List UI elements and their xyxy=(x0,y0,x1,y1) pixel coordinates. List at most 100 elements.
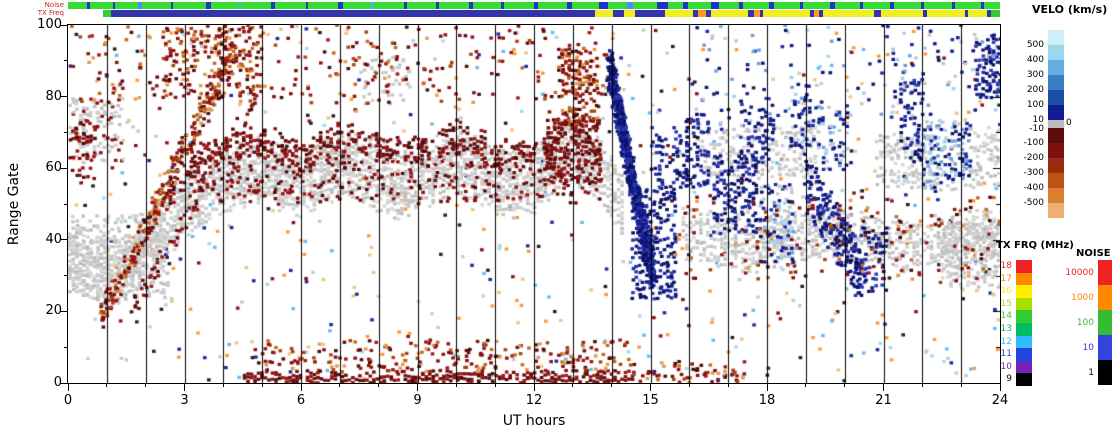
x-minor-tick xyxy=(145,383,147,387)
velocity-colorbar-segment xyxy=(1048,173,1064,188)
velocity-colorbar-label: 500 xyxy=(1026,40,1044,50)
noise-colorbar-label: 1 xyxy=(1088,368,1094,378)
velocity-colorbar-segment xyxy=(1048,188,1064,203)
y-tick xyxy=(60,24,68,26)
x-minor-tick xyxy=(572,383,574,387)
y-tick-label: 80 xyxy=(45,88,62,104)
strip-mark xyxy=(170,2,174,9)
velocity-colorbar-label: 300 xyxy=(1026,70,1044,80)
strip-mark xyxy=(436,2,439,9)
strip-mark xyxy=(698,10,706,17)
velocity-colorbar-segment xyxy=(1048,60,1064,75)
x-minor-tick xyxy=(494,383,496,387)
txfrq-colorbar-label: 16 xyxy=(1000,286,1012,297)
strip-mark xyxy=(112,2,116,9)
txfrq-colorbar-segment xyxy=(1016,297,1032,311)
txfrq-colorbar-label: 15 xyxy=(1000,298,1012,309)
x-minor-tick xyxy=(805,383,807,387)
strip-mark xyxy=(754,10,760,17)
plot-frame xyxy=(67,24,1001,384)
strip-mark xyxy=(468,2,474,9)
strip-mark xyxy=(763,10,810,17)
y-minor-tick xyxy=(64,60,68,62)
strip-mark xyxy=(103,10,111,17)
velocity-colorbar-segment xyxy=(1048,90,1064,105)
y-tick-label: 20 xyxy=(45,303,62,319)
strip-mark xyxy=(822,10,875,17)
noise-colorbar-segment xyxy=(1098,360,1112,385)
velocity-colorbar-segment xyxy=(1048,128,1064,143)
velocity-colorbar-label: -300 xyxy=(1023,168,1044,178)
strip-mark xyxy=(501,2,505,9)
strip-mark xyxy=(711,2,719,9)
strip-mark xyxy=(205,2,211,9)
noise-colorbar-title: NOISE xyxy=(1076,248,1111,259)
strip-mark xyxy=(271,2,275,9)
x-axis-title: UT hours xyxy=(502,413,566,429)
txfrq-colorbar-segment xyxy=(1016,260,1032,273)
strip-mark xyxy=(86,2,91,9)
y-minor-tick xyxy=(64,131,68,133)
txfrq-colorbar-segment xyxy=(1016,285,1032,298)
strip-mark xyxy=(920,2,924,9)
noise-summary-strip xyxy=(68,2,1000,9)
txfrq-colorbar-label: 14 xyxy=(1000,311,1012,322)
y-minor-tick xyxy=(64,346,68,348)
noise-colorbar-label: 10 xyxy=(1082,343,1094,353)
velocity-colorbar-label: -100 xyxy=(1023,138,1044,148)
x-tick-label: 3 xyxy=(180,393,189,408)
x-minor-tick xyxy=(339,383,341,387)
txfrq-colorbar-label: 18 xyxy=(1000,261,1012,271)
strip-mark xyxy=(890,2,894,9)
strip-mark xyxy=(711,10,749,17)
velocity-colorbar-label: 400 xyxy=(1026,55,1044,65)
txfrq-colorbar-segment xyxy=(1016,335,1032,349)
txfrq-colorbar-segment xyxy=(1016,272,1032,286)
velocity-colorbar-label: -10 xyxy=(1029,124,1044,134)
x-minor-tick xyxy=(261,383,263,387)
x-tick-label: 0 xyxy=(63,393,73,408)
x-tick xyxy=(883,383,884,391)
x-tick xyxy=(67,383,69,391)
velocity-colorbar-zero-segment xyxy=(1048,120,1064,128)
strip-mark xyxy=(813,10,820,17)
x-tick-label: 21 xyxy=(875,393,892,408)
txfreq-summary-strip xyxy=(68,10,1000,17)
x-minor-tick xyxy=(611,383,613,387)
strip-mark xyxy=(880,10,923,17)
strip-mark xyxy=(830,2,836,9)
y-tick-label: 60 xyxy=(45,160,62,176)
x-minor-tick xyxy=(455,383,457,387)
strip-mark xyxy=(623,10,635,17)
txfrq-colorbar-segment xyxy=(1016,348,1032,361)
velocity-zero-label: 0 xyxy=(1066,118,1072,128)
y-tick xyxy=(60,310,68,312)
noise-strip-label: Noise xyxy=(44,1,64,9)
txfreq-strip-label: TX Freq xyxy=(37,9,64,17)
txfrq-colorbar-segment xyxy=(1016,373,1032,386)
x-minor-tick xyxy=(844,383,846,387)
y-tick-label: 40 xyxy=(45,231,62,247)
x-minor-tick xyxy=(378,383,380,387)
strip-mark xyxy=(683,2,688,9)
velocity-colorbar-label: 200 xyxy=(1026,85,1044,95)
x-tick xyxy=(417,383,418,391)
strip-mark xyxy=(768,2,775,9)
velocity-colorbar-label: 10 xyxy=(1032,115,1044,125)
strip-mark xyxy=(664,10,693,17)
noise-colorbar-segment xyxy=(1098,285,1112,310)
txfrq-colorbar-label: 12 xyxy=(1000,336,1012,347)
x-minor-tick xyxy=(960,383,962,387)
y-tick-label: 100 xyxy=(37,17,62,32)
strip-mark xyxy=(657,2,669,9)
strip-mark xyxy=(305,2,309,9)
x-minor-tick xyxy=(688,383,690,387)
x-tick xyxy=(533,383,535,391)
strip-mark xyxy=(860,2,863,9)
noise-colorbar-label: 1000 xyxy=(1071,293,1094,303)
strip-mark xyxy=(927,10,965,17)
x-tick xyxy=(766,383,768,391)
y-tick xyxy=(60,382,68,384)
velocity-colorbar-segment xyxy=(1048,45,1064,60)
